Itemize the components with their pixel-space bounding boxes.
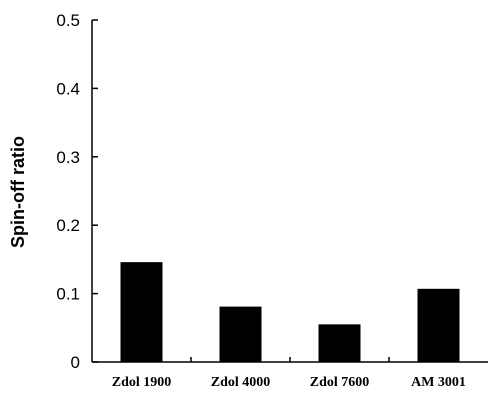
- x-category-label: AM 3001: [411, 375, 466, 390]
- y-tick-label: 0.1: [56, 285, 80, 304]
- y-tick-label: 0.4: [56, 79, 80, 98]
- y-tick-label: 0: [71, 353, 80, 372]
- y-axis-title: Spin-off ratio: [8, 136, 28, 248]
- x-axis: Zdol 1900 Zdol 4000 Zdol 7600 AM 3001: [92, 357, 488, 390]
- bar-am-3001: [417, 288, 460, 362]
- bar-zdol-1900: [120, 262, 163, 362]
- y-tick-label: 0.3: [56, 148, 80, 167]
- y-tick-label: 0.5: [56, 11, 80, 30]
- bar-zdol-4000: [219, 306, 262, 362]
- x-category-label: Zdol 4000: [211, 375, 271, 390]
- x-category-label: Zdol 7600: [310, 375, 370, 390]
- y-tick-label: 0.2: [56, 216, 80, 235]
- bar-zdol-7600: [318, 324, 361, 362]
- bars-group: [120, 262, 460, 362]
- y-axis: 0 0.1 0.2 0.3 0.4 0.5: [56, 11, 98, 372]
- x-category-label: Zdol 1900: [112, 375, 172, 390]
